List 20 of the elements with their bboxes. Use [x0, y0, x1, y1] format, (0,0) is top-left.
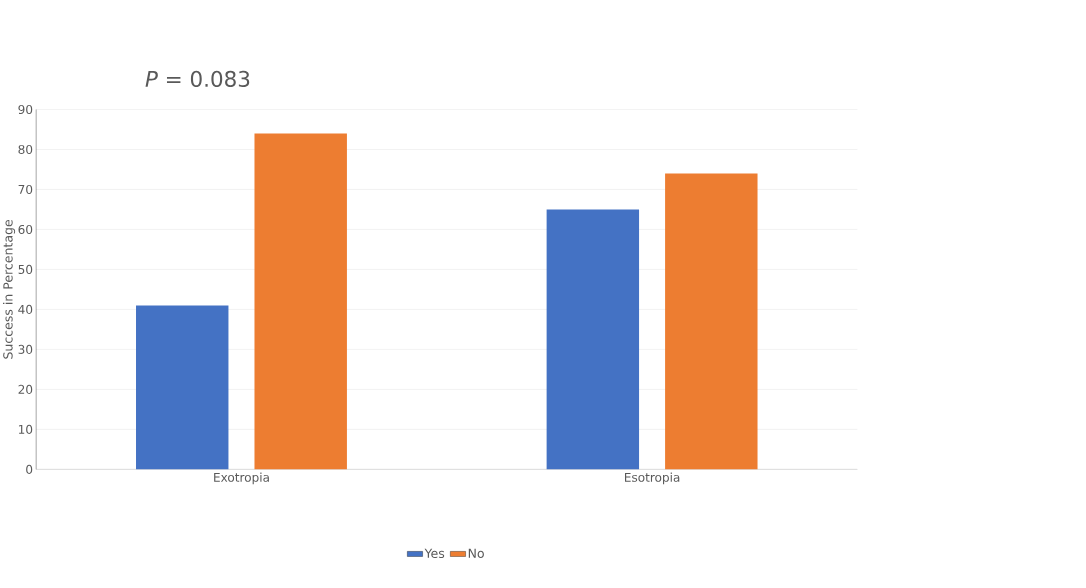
bar: [136, 305, 229, 470]
y-tick-label: 80: [18, 144, 33, 155]
text: P = 0.083: [145, 70, 250, 88]
bar: [665, 173, 758, 470]
y-tick-label: 50: [18, 264, 33, 275]
y-tick-label: 40: [18, 304, 33, 315]
y-tick-label: 60: [18, 224, 33, 235]
legend-label: Yes: [424, 548, 445, 559]
y-tick-label: 20: [18, 384, 33, 395]
legend-label: No: [468, 548, 484, 559]
y-axis-title: Success in Percentage: [2, 220, 16, 359]
bar: [546, 209, 640, 470]
y-tick-label: 0: [26, 464, 33, 475]
y-tick-label: 30: [18, 344, 33, 355]
y-tick-label: 70: [18, 184, 33, 195]
y-tick-label: 90: [18, 105, 33, 115]
bar: [254, 133, 347, 470]
x-tick-label: Esotropia: [625, 472, 680, 485]
y-tick-label: 10: [18, 424, 33, 435]
x-tick-label: Exotropia: [214, 472, 269, 485]
